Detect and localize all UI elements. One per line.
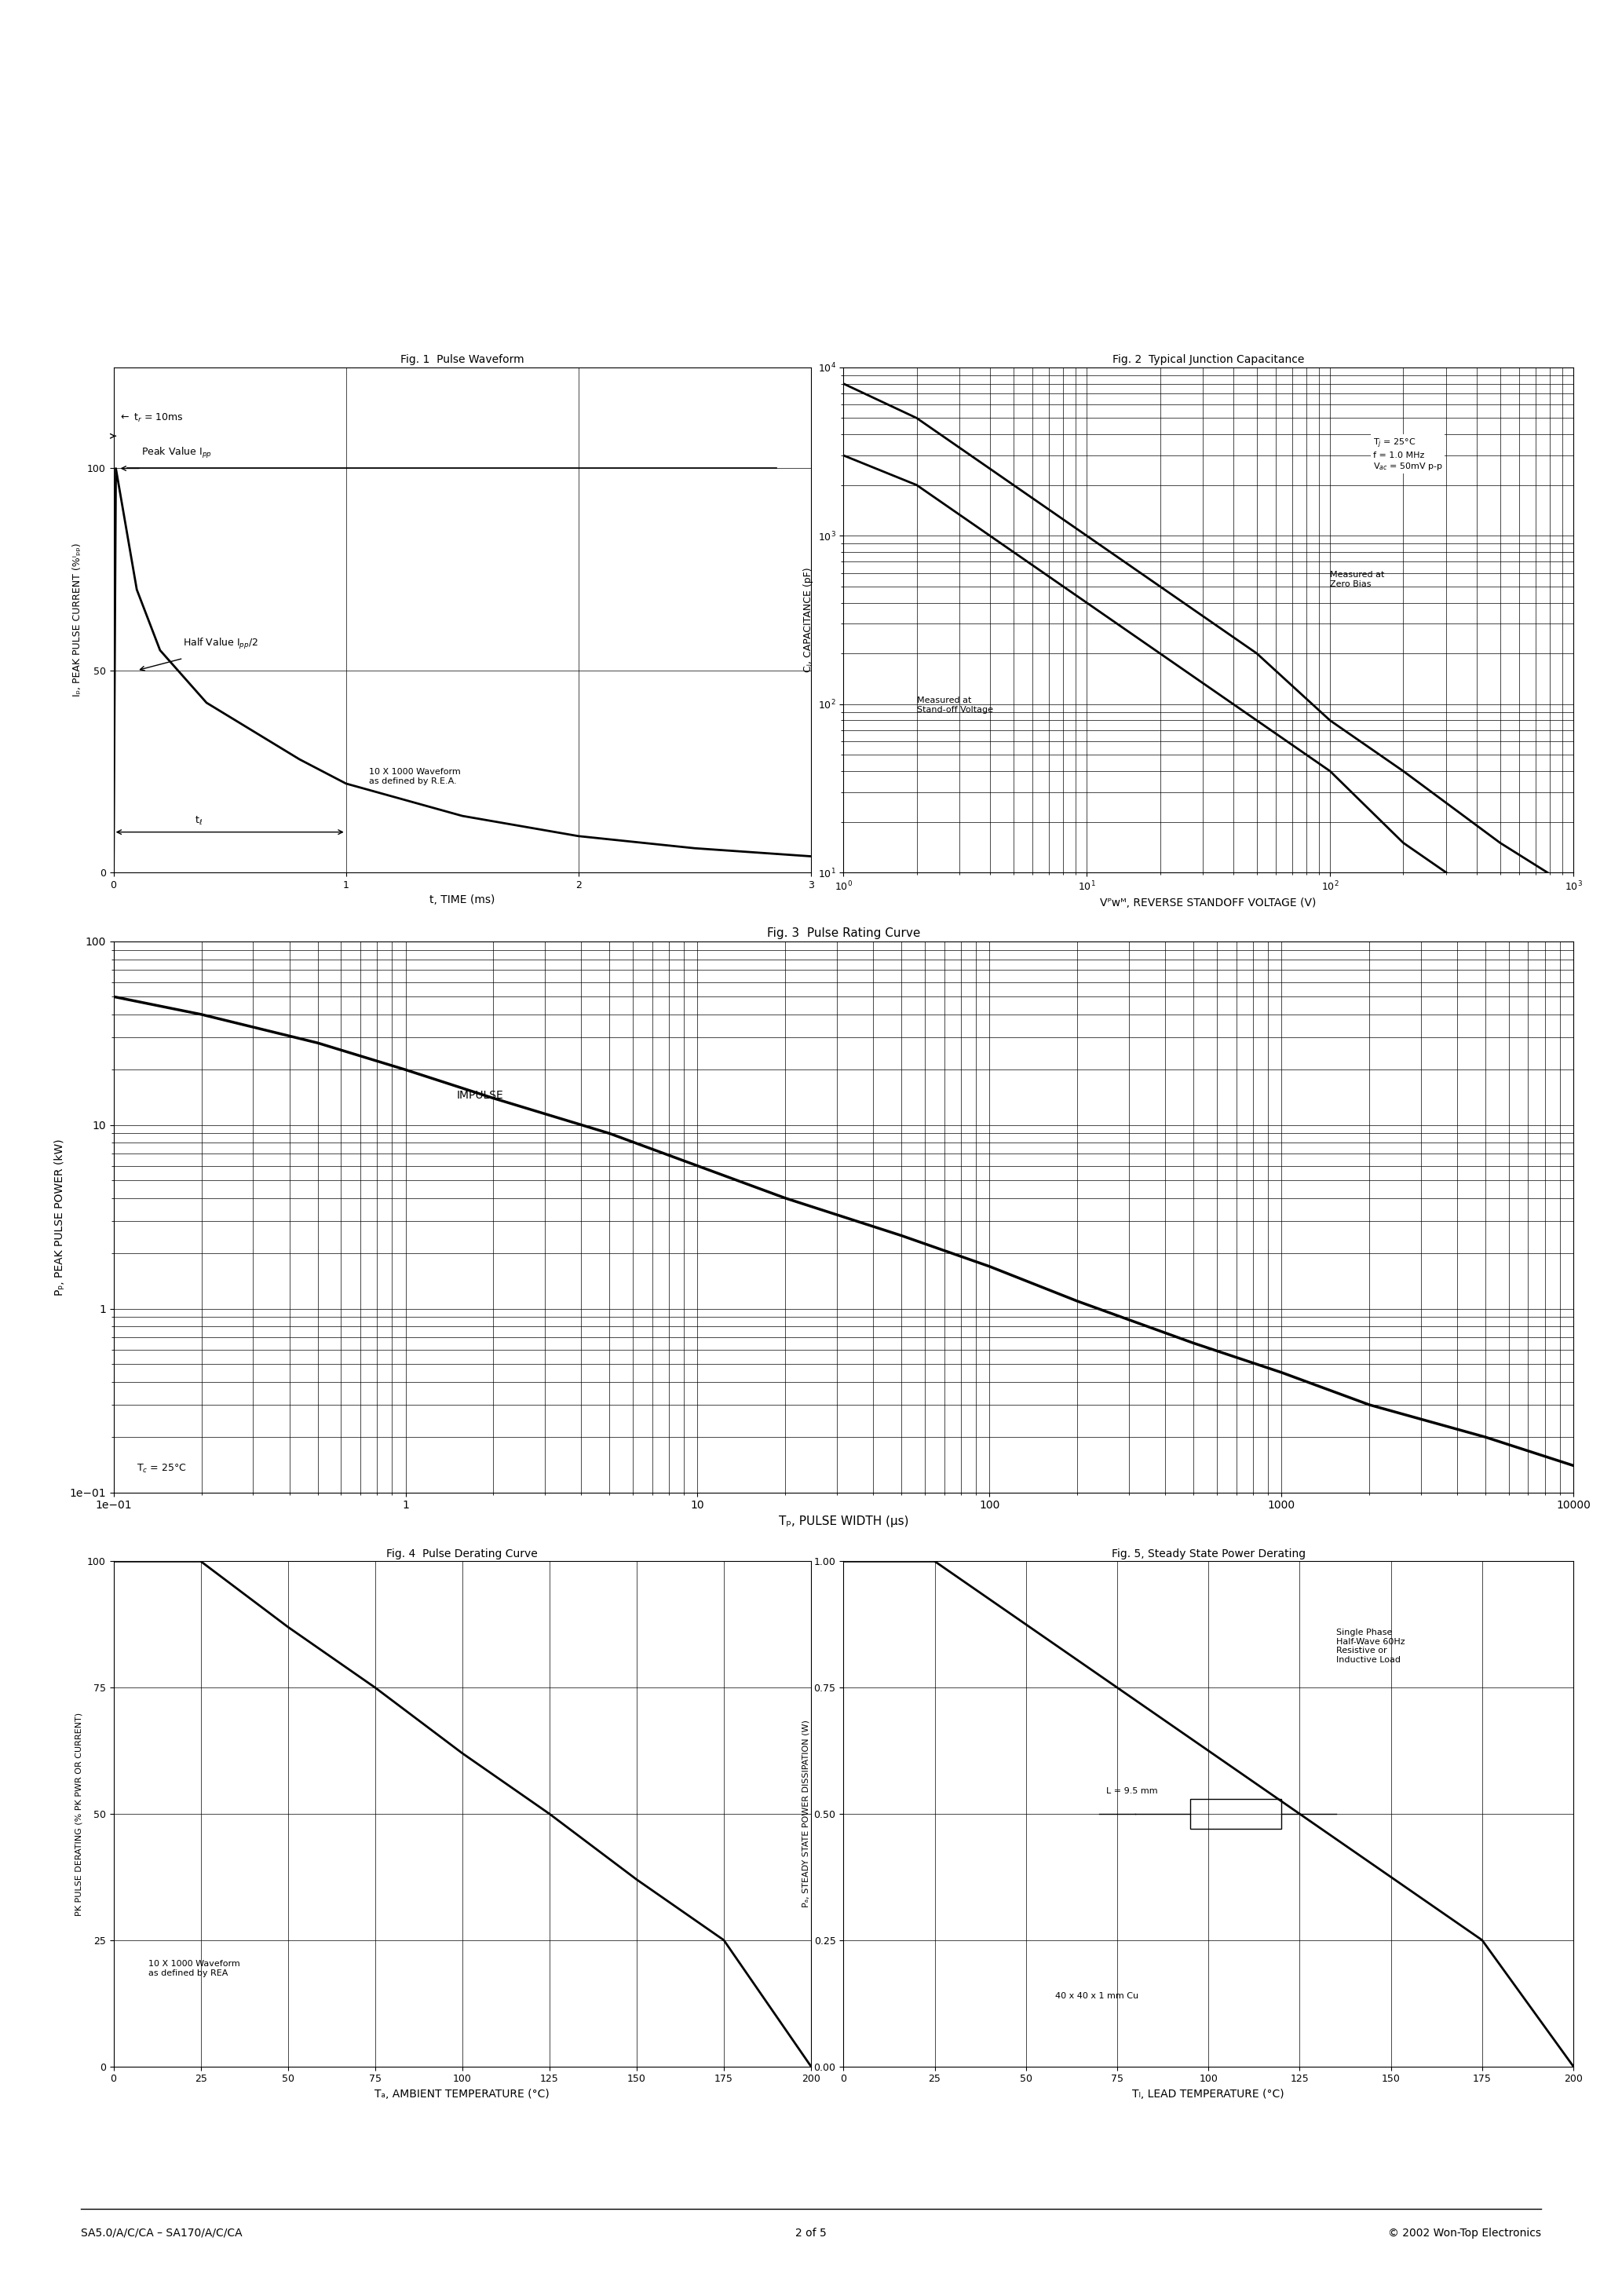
Text: Single Phase
Half-Wave 60Hz
Resistive or
Inductive Load: Single Phase Half-Wave 60Hz Resistive or… [1337,1628,1405,1665]
X-axis label: t, TIME (ms): t, TIME (ms) [430,895,495,905]
Text: SA5.0/A/C/CA – SA170/A/C/CA: SA5.0/A/C/CA – SA170/A/C/CA [81,2227,243,2239]
Text: Half Value I$_{pp}$/2: Half Value I$_{pp}$/2 [183,636,258,652]
Text: T$_c$ = 25°C: T$_c$ = 25°C [136,1463,187,1474]
Text: Peak Value I$_{pp}$: Peak Value I$_{pp}$ [141,445,212,459]
Title: Fig. 2  Typical Junction Capacitance: Fig. 2 Typical Junction Capacitance [1113,354,1304,365]
Text: 40 x 40 x 1 mm Cu: 40 x 40 x 1 mm Cu [1054,1993,1139,2000]
Text: 10 X 1000 Waveform
as defined by REA: 10 X 1000 Waveform as defined by REA [149,1961,240,1977]
Text: 2 of 5: 2 of 5 [795,2227,827,2239]
Text: L = 9.5 mm: L = 9.5 mm [1106,1786,1158,1795]
Text: © 2002 Won-Top Electronics: © 2002 Won-Top Electronics [1388,2227,1541,2239]
Text: Measured at
Zero Bias: Measured at Zero Bias [1330,572,1385,588]
Y-axis label: PK PULSE DERATING (% PK PWR OR CURRENT): PK PULSE DERATING (% PK PWR OR CURRENT) [75,1713,83,1915]
Title: Fig. 3  Pulse Rating Curve: Fig. 3 Pulse Rating Curve [767,928,920,939]
X-axis label: Tₐ, AMBIENT TEMPERATURE (°C): Tₐ, AMBIENT TEMPERATURE (°C) [375,2089,550,2099]
Text: t$_\ell$: t$_\ell$ [195,815,203,827]
X-axis label: Vᴾwᴹ, REVERSE STANDOFF VOLTAGE (V): Vᴾwᴹ, REVERSE STANDOFF VOLTAGE (V) [1100,898,1317,909]
Title: Fig. 1  Pulse Waveform: Fig. 1 Pulse Waveform [401,354,524,365]
Text: $\leftarrow$ t$_r$ = 10ms: $\leftarrow$ t$_r$ = 10ms [118,411,183,425]
Title: Fig. 4  Pulse Derating Curve: Fig. 4 Pulse Derating Curve [386,1548,539,1559]
Bar [1191,1798,1281,1830]
Text: IMPULSE: IMPULSE [457,1091,504,1100]
Y-axis label: Pₐ, STEADY STATE POWER DISSIPATION (W): Pₐ, STEADY STATE POWER DISSIPATION (W) [801,1720,809,1908]
Y-axis label: Iₚ, PEAK PULSE CURRENT (%ᴵₚₚ): Iₚ, PEAK PULSE CURRENT (%ᴵₚₚ) [73,544,83,696]
Title: Fig. 5, Steady State Power Derating: Fig. 5, Steady State Power Derating [1111,1548,1306,1559]
Y-axis label: Pₚ, PEAK PULSE POWER (kW): Pₚ, PEAK PULSE POWER (kW) [54,1139,65,1295]
Text: T$_j$ = 25°C
f = 1.0 MHz
V$_{ac}$ = 50mV p-p: T$_j$ = 25°C f = 1.0 MHz V$_{ac}$ = 50mV… [1372,436,1444,473]
X-axis label: Tₗ, LEAD TEMPERATURE (°C): Tₗ, LEAD TEMPERATURE (°C) [1132,2089,1285,2099]
Y-axis label: Cⱼ, CAPACITANCE (pF): Cⱼ, CAPACITANCE (pF) [803,567,813,673]
Text: 10 X 1000 Waveform
as defined by R.E.A.: 10 X 1000 Waveform as defined by R.E.A. [370,769,461,785]
X-axis label: Tₚ, PULSE WIDTH (μs): Tₚ, PULSE WIDTH (μs) [779,1515,908,1527]
Text: Measured at
Stand-off Voltage: Measured at Stand-off Voltage [916,696,993,714]
